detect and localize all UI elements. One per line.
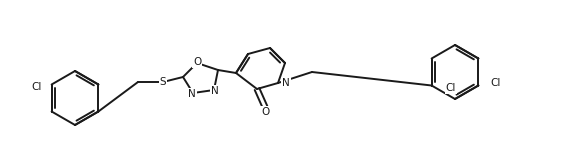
Text: O: O	[193, 57, 201, 67]
Text: Cl: Cl	[490, 79, 501, 88]
Text: Cl: Cl	[446, 83, 456, 93]
Text: N: N	[211, 86, 219, 96]
Text: Cl: Cl	[31, 81, 42, 92]
Text: S: S	[160, 77, 166, 87]
Text: O: O	[261, 107, 269, 117]
Text: N: N	[188, 89, 196, 99]
Text: N: N	[282, 78, 289, 88]
